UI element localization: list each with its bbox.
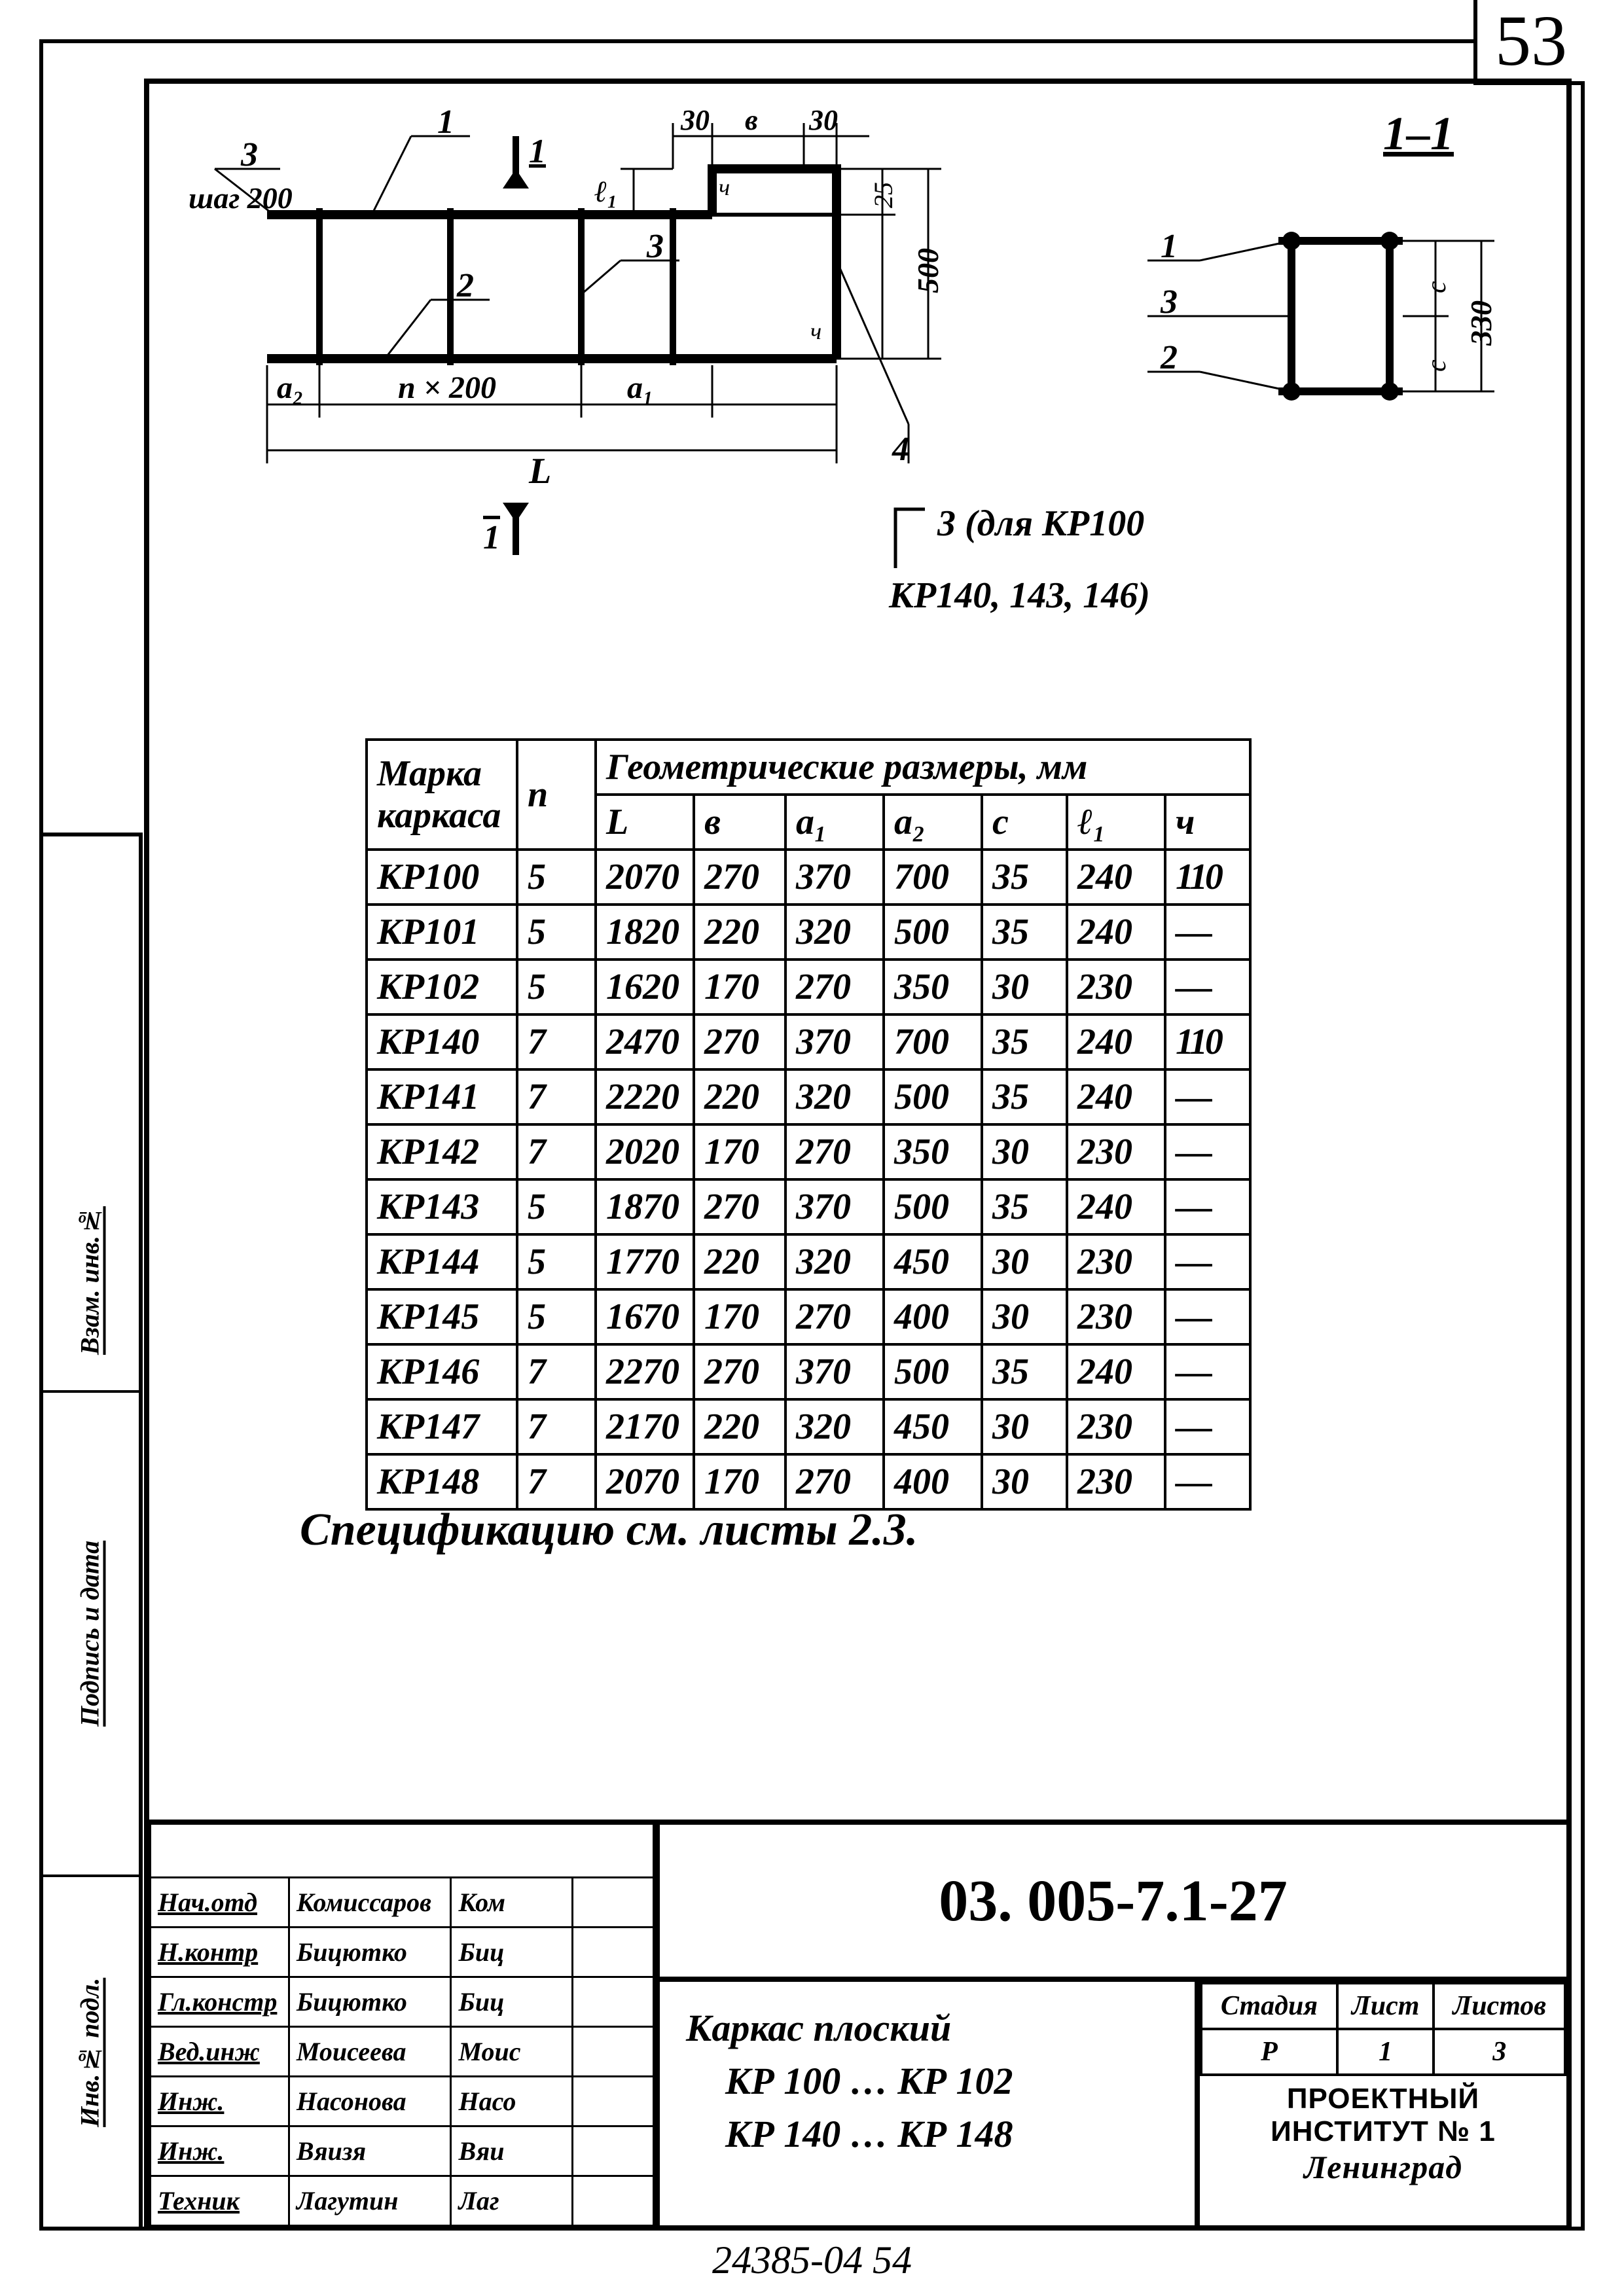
pos-3b: 3 [646, 228, 664, 265]
title-block: Нач.отдКомиссаровКомН.контрБицюткоБицГл.… [149, 1820, 1566, 2225]
sec-dim-c2: c [1422, 359, 1452, 372]
signature-row: Вед.инжМоисееваМоис [151, 2026, 654, 2076]
dim-25: 25 [869, 182, 898, 208]
dim-b: в [745, 104, 758, 136]
spec-note: Спецификацию см. листы 2.3. [300, 1504, 918, 1556]
dim-nx200: n × 200 [398, 370, 496, 405]
inner-frame: 30 в 30 ℓ₁ ч ч [144, 79, 1572, 2231]
dimensions-table: Марка каркасаnГеометрические размеры, мм… [365, 738, 1252, 1511]
organization: ПРОЕКТНЫЙ ИНСТИТУТ № 1 Ленинград [1200, 2076, 1566, 2193]
section-drawing: 1–1 1 3 [1069, 110, 1527, 516]
drawing-sheet: 53 Взам. инв.№Подпись и датаИнв.№ подл. [0, 0, 1624, 2296]
signature-row: Инж.НасоноваНасо [151, 2076, 654, 2126]
main-drawing: 30 в 30 ℓ₁ ч ч [175, 97, 961, 568]
table-row: КР1005207027037070035240110 [367, 850, 1250, 905]
sec-dim-330: 330 [1464, 300, 1498, 346]
sec-dim-c1: c [1422, 281, 1452, 293]
pos-3: 3 [240, 136, 258, 173]
table-row: КР1435187027037050035240— [367, 1179, 1250, 1234]
dim-r2: ч [810, 318, 821, 344]
signature-row: Инж.ВяизяВяи [151, 2126, 654, 2176]
dim-l1: ℓ₁ [594, 175, 618, 208]
side-stamp-cell: Инв.№ подл. [41, 1877, 139, 2231]
table-row: КР1455167017027040030230— [367, 1289, 1250, 1344]
table-row: КР1477217022032045030230— [367, 1399, 1250, 1454]
dim-a1: a₁ [627, 370, 654, 405]
table-row: КР1015182022032050035240— [367, 905, 1250, 960]
footer-code: 24385-04 54 [0, 2238, 1624, 2283]
sec-pos-2: 2 [1160, 339, 1178, 376]
pos-4: 4 [892, 431, 909, 468]
sec-pos-1: 1 [1161, 228, 1178, 265]
section-mark-bot: 1 [483, 519, 500, 556]
table-row: КР1417222022032050035240— [367, 1069, 1250, 1124]
side-stamp-cell: Взам. инв.№ [41, 1170, 139, 1393]
signature-row: Гл.констрБицюткоБиц [151, 1977, 654, 2026]
pos-2: 2 [456, 267, 474, 304]
table-row: КР1487207017027040030230— [367, 1454, 1250, 1509]
sec-pos-3: 3 [1160, 283, 1178, 321]
title-block-signatures: Нач.отдКомиссаровКомН.контрБицюткоБицГл.… [149, 1825, 660, 2225]
page-number-box: 53 [1473, 0, 1585, 85]
dim-L: L [528, 451, 551, 492]
signature-row: Н.контрБицюткоБиц [151, 1927, 654, 1977]
dim-30b: 30 [808, 104, 838, 136]
dim-30a: 30 [680, 104, 710, 136]
dim-500: 500 [911, 248, 945, 293]
pos-1: 1 [437, 103, 454, 141]
section-title: 1–1 [1383, 110, 1454, 160]
binding-margin-stamp: Взам. инв.№Подпись и датаИнв.№ подл. [41, 833, 143, 2227]
table-row: КР1427202017027035030230— [367, 1124, 1250, 1179]
dim-a2: a₂ [277, 370, 304, 405]
table-row: КР1025162017027035030230— [367, 960, 1250, 1014]
table-row: КР1467227027037050035240— [367, 1344, 1250, 1399]
signature-row: ТехникЛагутинЛаг [151, 2176, 654, 2225]
signature-row: Нач.отдКомиссаровКом [151, 1877, 654, 1927]
page-number: 53 [1495, 0, 1567, 82]
section-mark-top: 1 [529, 133, 546, 170]
drawing-title: Каркас плоский КР 100 … КР 102 КР 140 … … [660, 1982, 1200, 2225]
table-row: КР1407247027037070035240110 [367, 1014, 1250, 1069]
dim-r1: ч [719, 174, 730, 200]
label-step: шаг 200 [189, 181, 293, 215]
document-number: 03. 005-7.1-27 [660, 1825, 1566, 1982]
side-stamp-cell: Подпись и дата [41, 1393, 139, 1877]
note-pos3: 3 (для КР100 КР140, 143, 146) [889, 503, 1150, 617]
title-block-meta: Стадия Лист Листов Р 1 3 ПРОЕКТНЫЙ [1200, 1982, 1566, 2225]
table-row: КР1445177022032045030230— [367, 1234, 1250, 1289]
